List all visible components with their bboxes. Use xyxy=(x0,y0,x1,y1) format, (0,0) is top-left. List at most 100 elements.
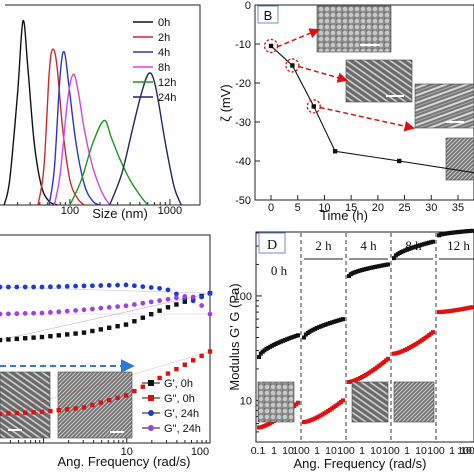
panel-c-data-point xyxy=(81,330,87,335)
panel-c-legend-label: G', 24h xyxy=(164,408,199,420)
panel-c-data-point xyxy=(14,284,20,290)
panel-c-data-point xyxy=(157,375,162,381)
panel-d-gprime-point xyxy=(392,256,396,261)
panel-c-data-point xyxy=(56,309,62,315)
panel-c-data-point xyxy=(73,283,78,289)
panel-c-data-point xyxy=(107,325,112,330)
sem-inset-d-4h xyxy=(351,381,389,423)
panel-d-x-tick-label: 100 xyxy=(292,445,310,457)
panel-c-data-point xyxy=(182,299,187,304)
panel-d-gdoubleprime-point xyxy=(431,330,435,335)
panel-d-x-tick-label: 1 xyxy=(404,445,410,457)
panel-c-data-point xyxy=(90,306,95,312)
panel-d-x-tick-label: 1 xyxy=(314,445,320,457)
panel-c-data-point xyxy=(56,407,61,413)
panel-c-data-point xyxy=(73,308,78,313)
panel-a-legend-label: 0h xyxy=(158,17,170,29)
panel-d-x-tick-label: 10 xyxy=(282,445,294,457)
panel-c-data-point xyxy=(132,319,137,324)
panel-c-data-point xyxy=(148,299,154,305)
panel-b-x-tick-label: 0 xyxy=(268,202,274,214)
panel-c-data-point xyxy=(207,311,213,317)
panel-c-series-guide xyxy=(0,286,211,294)
panel-c-data-point xyxy=(48,284,53,290)
panel-c-data-point xyxy=(106,304,112,310)
panel-d-x-tick-label: 100 xyxy=(337,445,355,457)
panel-c-data-point xyxy=(207,349,213,354)
panel-a-series-line-0h xyxy=(3,20,58,206)
panel-c-data-point xyxy=(190,298,196,304)
panel-b-frame xyxy=(254,4,474,201)
panel-b-x-tick-label: 20 xyxy=(372,202,384,214)
panel-b-x-tick-label: 5 xyxy=(295,202,301,214)
panel-b-highlight-circle xyxy=(306,99,321,114)
panel-c-frame xyxy=(0,234,211,444)
panel-c-legend-label: G', 0h xyxy=(164,378,193,390)
panel-c-data-point xyxy=(174,302,179,307)
panel-c-data-point xyxy=(39,334,45,340)
panel-a-x-tick-label: 100 xyxy=(61,205,79,217)
panel-d-segment-label: 0 h xyxy=(271,263,288,278)
panel-b-data-point xyxy=(397,158,402,164)
panel-c-data-point xyxy=(174,291,179,297)
panel-a-series-line-12h xyxy=(69,119,149,206)
panel-c-data-point xyxy=(14,410,19,416)
panel-b-pointer-arrow xyxy=(276,28,320,48)
panel-c-data-point xyxy=(39,409,45,415)
panel-b-x-tick-label: 35 xyxy=(452,202,464,214)
panel-d-x-tick-label: 1 xyxy=(359,445,365,457)
panel-c-data-point xyxy=(115,395,120,400)
panel-c-data-point xyxy=(14,311,20,317)
panel-c-data-point xyxy=(0,284,3,290)
panel-c-data-point xyxy=(5,311,11,317)
panel-c-data-point xyxy=(31,335,36,340)
panel-size-distribution: 100 1000 0h 2h 4h 8h 12h 24h Size (nm) xyxy=(0,4,201,221)
panel-c-data-point xyxy=(56,333,61,338)
panel-c-data-point xyxy=(165,296,171,302)
panel-c-data-point xyxy=(207,290,213,296)
sem-inset-8h xyxy=(414,83,474,129)
panel-time-sweep: 0 h2 h4 h8 h12 h 101000.1110100110100110… xyxy=(227,228,474,471)
panel-c-data-point xyxy=(140,284,146,289)
sem-inset-d-0h xyxy=(257,381,295,423)
panel-c-data-point xyxy=(23,336,28,341)
panel-c-data-point xyxy=(81,405,87,410)
panel-c-data-point xyxy=(90,283,95,289)
panel-c-series-guide xyxy=(0,292,211,341)
panel-c-data-point xyxy=(22,284,28,290)
panel-b-x-tick-label: 25 xyxy=(398,202,410,214)
panel-b-y-tick-label: -20 xyxy=(235,78,251,90)
panel-c-data-point xyxy=(31,284,36,290)
panel-rheology: 10 100 G', 0h G", 0h G', 24h G", 24h Ang. Fr… xyxy=(0,234,213,469)
panel-b-x-label: Time (h) xyxy=(320,208,368,223)
panel-d-x-label: Ang. Frequency (rad/s) xyxy=(294,456,427,471)
panel-c-data-point xyxy=(140,384,145,389)
panel-b-y-tick-label: 0 xyxy=(245,0,251,12)
panel-a-frame xyxy=(5,4,201,205)
panel-a-x-label: Size (nm) xyxy=(92,206,148,221)
panel-a-legend-label: 12h xyxy=(158,77,176,89)
panel-c-data-point xyxy=(199,294,205,300)
panel-c-data-point xyxy=(98,305,104,311)
panel-c-data-point xyxy=(39,284,45,290)
panel-c-data-point xyxy=(73,406,78,411)
panel-c-data-point xyxy=(73,331,78,336)
panel-c-legend-marker xyxy=(148,425,154,431)
panel-c-data-point xyxy=(115,304,120,309)
panel-c-sem-insets xyxy=(0,371,133,439)
panel-c-data-point xyxy=(48,310,53,315)
panel-c-data-point xyxy=(98,400,103,405)
panel-d-x-tick-label: 10 xyxy=(460,445,472,457)
panel-c-data-point xyxy=(123,393,129,398)
panel-c-data-point xyxy=(39,310,45,316)
panel-c-legend-label: G", 0h xyxy=(164,393,195,405)
panel-c-x-tick-label: 100 xyxy=(191,446,209,458)
panel-c-data-point xyxy=(190,294,196,300)
panel-d-y-tick-label: 100 xyxy=(234,291,252,303)
panel-d-gprime-point xyxy=(257,355,261,360)
panel-c-data-point xyxy=(81,283,87,289)
panel-b-y-tick-label: -50 xyxy=(235,195,251,207)
panel-d-x-tick-label: 10 xyxy=(415,445,427,457)
panel-b-y-label: ζ (mV) xyxy=(218,84,233,122)
panel-c-data-point xyxy=(115,323,120,329)
